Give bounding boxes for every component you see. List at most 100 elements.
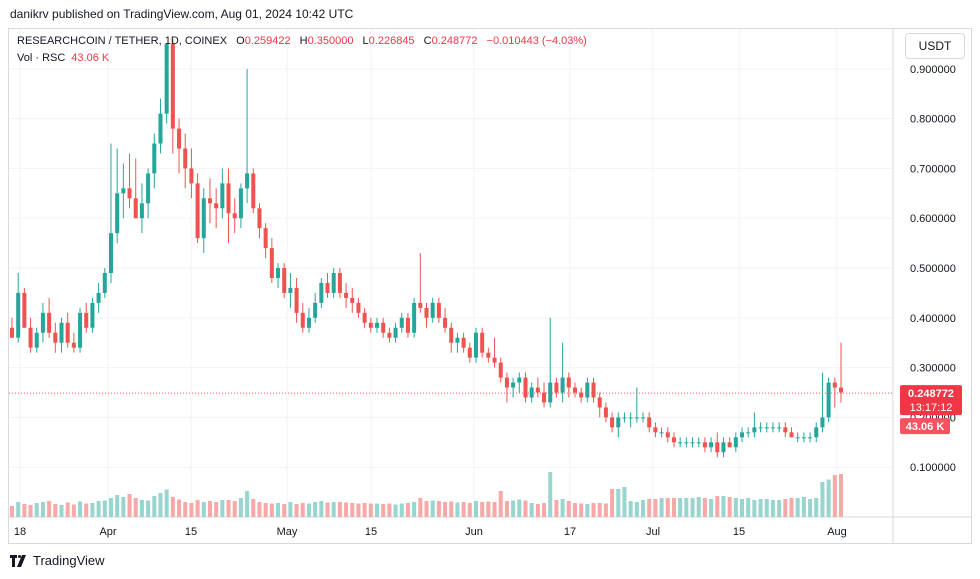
y-tick-label: 0.400000 (910, 313, 956, 325)
candle-body (443, 317, 448, 328)
volume-bar (715, 496, 720, 517)
volume-bar (504, 501, 509, 517)
candle-body (628, 417, 633, 419)
candle-body (511, 382, 516, 388)
ohlc-legend: RESEARCHCOIN / TETHER, 1D, COINEX O0.259… (17, 35, 587, 47)
volume-bar (647, 499, 652, 517)
volume-bar (276, 503, 281, 517)
volume-bar (770, 500, 775, 517)
volume-label[interactable]: Vol · RSC (17, 52, 66, 64)
candle-body (288, 287, 293, 293)
candle-body (424, 307, 429, 318)
volume-bar (251, 499, 256, 517)
candle-body (381, 322, 386, 333)
volume-bar (232, 501, 237, 517)
volume-bar (746, 498, 751, 517)
candle-body (486, 352, 491, 358)
volume-bar (820, 482, 825, 517)
volume-bar (84, 503, 89, 517)
close-value: 0.248772 (431, 35, 478, 47)
volume-bar (374, 503, 380, 517)
volume-bar (789, 498, 794, 517)
volume-bar (139, 500, 144, 517)
candle-body (90, 302, 95, 328)
volume-bar (653, 499, 658, 517)
y-tick-label: 0.100000 (910, 462, 956, 474)
candle-body (53, 332, 58, 343)
candle-body (746, 432, 751, 434)
currency-button[interactable]: USDT (905, 33, 965, 59)
volume-bar (801, 497, 806, 517)
candle-body (59, 322, 64, 343)
candle-body (603, 407, 608, 418)
volume-bar (566, 501, 571, 517)
candle-body (690, 442, 695, 444)
volume-bar (752, 500, 757, 517)
volume-bar (467, 503, 472, 517)
candle-body (641, 417, 646, 419)
volume-bar (616, 489, 621, 517)
volume-bar (443, 502, 448, 517)
candle-body (647, 417, 652, 428)
volume-bar (777, 500, 782, 517)
volume-bar (214, 502, 219, 517)
candle-body (257, 208, 262, 229)
candle-body (727, 442, 732, 448)
candle-body (65, 322, 70, 343)
y-tick-label: 0.600000 (910, 213, 956, 225)
volume-bar (399, 503, 404, 517)
candle-body (356, 302, 361, 313)
volume-bar (727, 497, 732, 517)
candle-body (399, 317, 404, 328)
volume-bar (59, 505, 64, 517)
low-value: 0.226845 (368, 35, 415, 47)
volume-bar (71, 504, 76, 517)
candle-body (653, 427, 658, 433)
chart-frame[interactable] (8, 28, 972, 544)
candle-body (770, 427, 775, 429)
volume-bar (381, 504, 386, 517)
x-tick-label: 17 (564, 526, 576, 538)
volume-bar (121, 497, 126, 517)
candle-body (783, 427, 788, 433)
candle-body (337, 273, 342, 293)
volume-bar (294, 504, 299, 517)
volume-bar (146, 500, 151, 517)
y-tick-label: 0.300000 (910, 363, 956, 375)
volume-bar (115, 495, 120, 517)
volume-bar (344, 502, 349, 517)
candle-body (84, 312, 89, 328)
candle-body (393, 327, 398, 338)
volume-bar (684, 498, 689, 517)
volume-bar (455, 502, 460, 517)
candle-body (715, 442, 720, 453)
candle-body (740, 432, 745, 438)
volume-bar (177, 499, 182, 517)
volume-bar (300, 503, 305, 517)
volume-bar (758, 499, 763, 517)
candle-body (294, 287, 299, 313)
volume-bar (678, 498, 683, 517)
volume-bar (517, 499, 522, 517)
candle-body (467, 347, 472, 358)
volume-bar (108, 498, 113, 517)
volume-bar (764, 499, 769, 517)
candle-body (313, 302, 318, 318)
volume-bar (362, 503, 367, 517)
footer-brand[interactable]: TradingView (10, 553, 105, 568)
volume-bar (585, 504, 590, 517)
candle-body (696, 442, 701, 444)
candle-body (133, 198, 138, 219)
candle-body (28, 327, 33, 348)
candle-body (418, 302, 423, 308)
volume-bar (65, 502, 70, 517)
candle-body (523, 377, 528, 398)
volume-bar (665, 498, 670, 517)
symbol-title[interactable]: RESEARCHCOIN / TETHER, 1D, COINEX (17, 35, 228, 47)
candle-body (115, 193, 120, 234)
volume-bar (152, 496, 157, 517)
volume-bar (480, 502, 485, 517)
candle-body (102, 273, 107, 293)
candle-body (276, 268, 281, 278)
